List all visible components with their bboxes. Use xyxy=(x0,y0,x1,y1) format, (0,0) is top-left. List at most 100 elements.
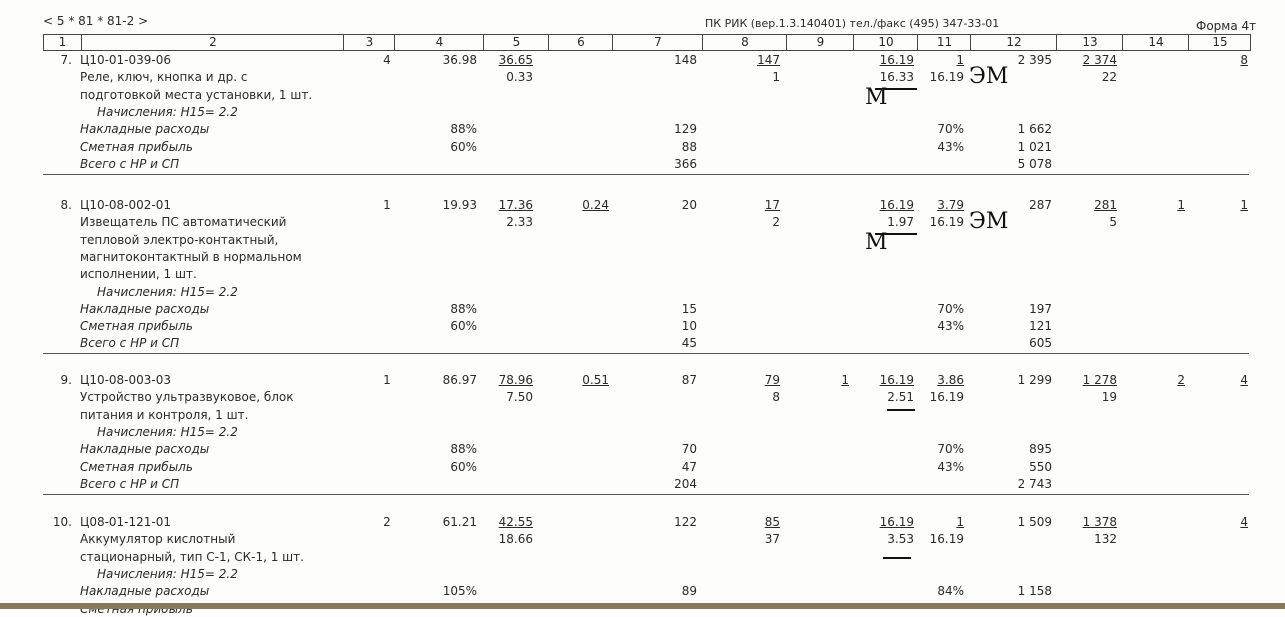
cell-c13-bottom: 132 xyxy=(1094,532,1117,547)
accrual-note: Начисления: Н15= 2.2 xyxy=(97,104,238,119)
cell-c13-top: 281 xyxy=(1094,198,1117,212)
column-header-9: 9 xyxy=(786,35,854,50)
column-header-2: 2 xyxy=(81,35,344,50)
cell-c14: 1 xyxy=(1177,198,1185,212)
cell-c10-top: 16.19 xyxy=(879,53,914,67)
item-number: 7. xyxy=(60,53,72,67)
overhead-label: Накладные расходы xyxy=(80,442,210,457)
overhead-current-amount: 1 662 xyxy=(1017,122,1052,137)
cell-c8-bottom: 2 xyxy=(772,215,780,230)
cell-col4: 36.98 xyxy=(442,53,477,67)
item-description: питания и контроля, 1 шт. xyxy=(80,407,249,422)
handwritten-stroke xyxy=(875,233,917,235)
profit-current-percent: 43% xyxy=(937,459,964,474)
total-label: Всего с НР и СП xyxy=(80,476,180,491)
cell-c10-top: 16.19 xyxy=(879,373,914,387)
overhead-base-amount: 89 xyxy=(681,584,697,599)
handwritten-mark: ЭМ xyxy=(969,209,1009,234)
overhead-percent: 88% xyxy=(450,122,477,137)
overhead-current-percent: 84% xyxy=(937,584,964,599)
cell-c11-bottom: 16.19 xyxy=(929,532,964,547)
cell-c8-top: 17 xyxy=(764,198,780,212)
item-number: 10. xyxy=(52,515,72,529)
cell-c13-top: 1 278 xyxy=(1082,373,1117,387)
column-header-7: 7 xyxy=(612,35,703,50)
profit-base-amount: 10 xyxy=(681,319,697,334)
overhead-current-amount: 197 xyxy=(1029,301,1052,316)
item-description: стационарный, тип С-1, СК-1, 1 шт. xyxy=(80,549,304,564)
item-number: 8. xyxy=(60,198,72,212)
overhead-percent: 105% xyxy=(442,584,477,599)
accrual-note: Начисления: Н15= 2.2 xyxy=(97,566,238,581)
column-header-10: 10 xyxy=(853,35,918,50)
overhead-base-amount: 70 xyxy=(681,442,697,457)
item-code: Ц10-01-039-06 xyxy=(80,53,172,67)
item-code: Ц08-01-121-01 xyxy=(80,515,172,529)
item-number: 9. xyxy=(60,373,72,387)
overhead-percent: 88% xyxy=(450,301,477,316)
overhead-label: Накладные расходы xyxy=(80,584,210,599)
cell-c13-top: 1 378 xyxy=(1082,515,1117,529)
cell-col4: 61.21 xyxy=(442,515,477,529)
item-description: Извещатель ПС автоматический xyxy=(80,215,287,230)
cell-col3: 4 xyxy=(383,53,391,67)
item-description: Аккумулятор кислотный xyxy=(80,532,236,547)
cell-c8-top: 79 xyxy=(764,373,780,387)
profit-current-percent: 43% xyxy=(937,319,964,334)
handwritten-mark: М xyxy=(865,230,888,255)
column-header-3: 3 xyxy=(343,35,395,50)
cell-c5-bottom: 2.33 xyxy=(506,215,533,230)
cell-c13-bottom: 19 xyxy=(1101,390,1117,405)
cell-c15: 8 xyxy=(1240,53,1248,67)
cell-col3: 1 xyxy=(383,373,391,387)
total-label: Всего с НР и СП xyxy=(80,156,180,171)
overhead-percent: 88% xyxy=(450,442,477,457)
column-header-4: 4 xyxy=(394,35,484,50)
cell-c11-top: 3.79 xyxy=(937,198,964,212)
item-description: Реле, ключ, кнопка и др. с xyxy=(80,70,248,85)
column-header-1: 1 xyxy=(58,35,67,49)
cell-c5-top: 17.36 xyxy=(498,198,533,212)
accrual-note: Начисления: Н15= 2.2 xyxy=(97,284,238,299)
overhead-current-percent: 70% xyxy=(937,122,964,137)
item-description: подготовкой места установки, 1 шт. xyxy=(80,87,313,102)
item-description: магнитоконтактный в нормальном xyxy=(80,249,302,264)
profit-base-amount: 88 xyxy=(681,139,697,154)
scan-edge xyxy=(0,603,1285,609)
item-description: тепловой электро-контактный, xyxy=(80,232,279,247)
item-code: Ц10-08-003-03 xyxy=(80,373,172,387)
cell-c5-bottom: 7.50 xyxy=(506,390,533,405)
profit-base-amount: 47 xyxy=(681,459,697,474)
cell-col4: 19.93 xyxy=(442,198,477,212)
column-header-15: 15 xyxy=(1188,35,1251,50)
form-label: Форма 4т xyxy=(1196,19,1257,33)
cell-c9: 1 xyxy=(841,373,849,387)
profit-percent: 60% xyxy=(450,139,477,154)
handwritten-stroke xyxy=(887,409,915,411)
cell-c8-bottom: 8 xyxy=(772,390,780,405)
cell-c10-bottom: 16.33 xyxy=(879,70,914,85)
cell-c8-bottom: 1 xyxy=(772,70,780,85)
overhead-label: Накладные расходы xyxy=(80,301,210,316)
column-header-5: 5 xyxy=(483,35,549,50)
column-header-12: 12 xyxy=(970,35,1057,50)
cell-c8-bottom: 37 xyxy=(764,532,780,547)
accrual-note: Начисления: Н15= 2.2 xyxy=(97,424,238,439)
total-base-amount: 45 xyxy=(681,336,697,351)
column-header-11: 11 xyxy=(917,35,971,50)
cell-c6: 0.24 xyxy=(582,198,609,212)
cell-c11-top: 1 xyxy=(956,515,964,529)
profit-current-percent: 43% xyxy=(937,139,964,154)
overhead-base-amount: 15 xyxy=(681,301,697,316)
cell-col7: 122 xyxy=(674,515,697,529)
item-divider xyxy=(43,173,1249,175)
cell-c10-bottom: 1.97 xyxy=(887,215,914,230)
column-header-6: 6 xyxy=(548,35,613,50)
cell-col12: 287 xyxy=(1029,198,1052,212)
cell-c15: 4 xyxy=(1240,515,1248,529)
total-current-amount: 605 xyxy=(1029,336,1052,351)
profit-percent: 60% xyxy=(450,319,477,334)
overhead-current-percent: 70% xyxy=(937,442,964,457)
cell-c13-top: 2 374 xyxy=(1082,53,1117,67)
cell-c8-top: 85 xyxy=(764,515,780,529)
